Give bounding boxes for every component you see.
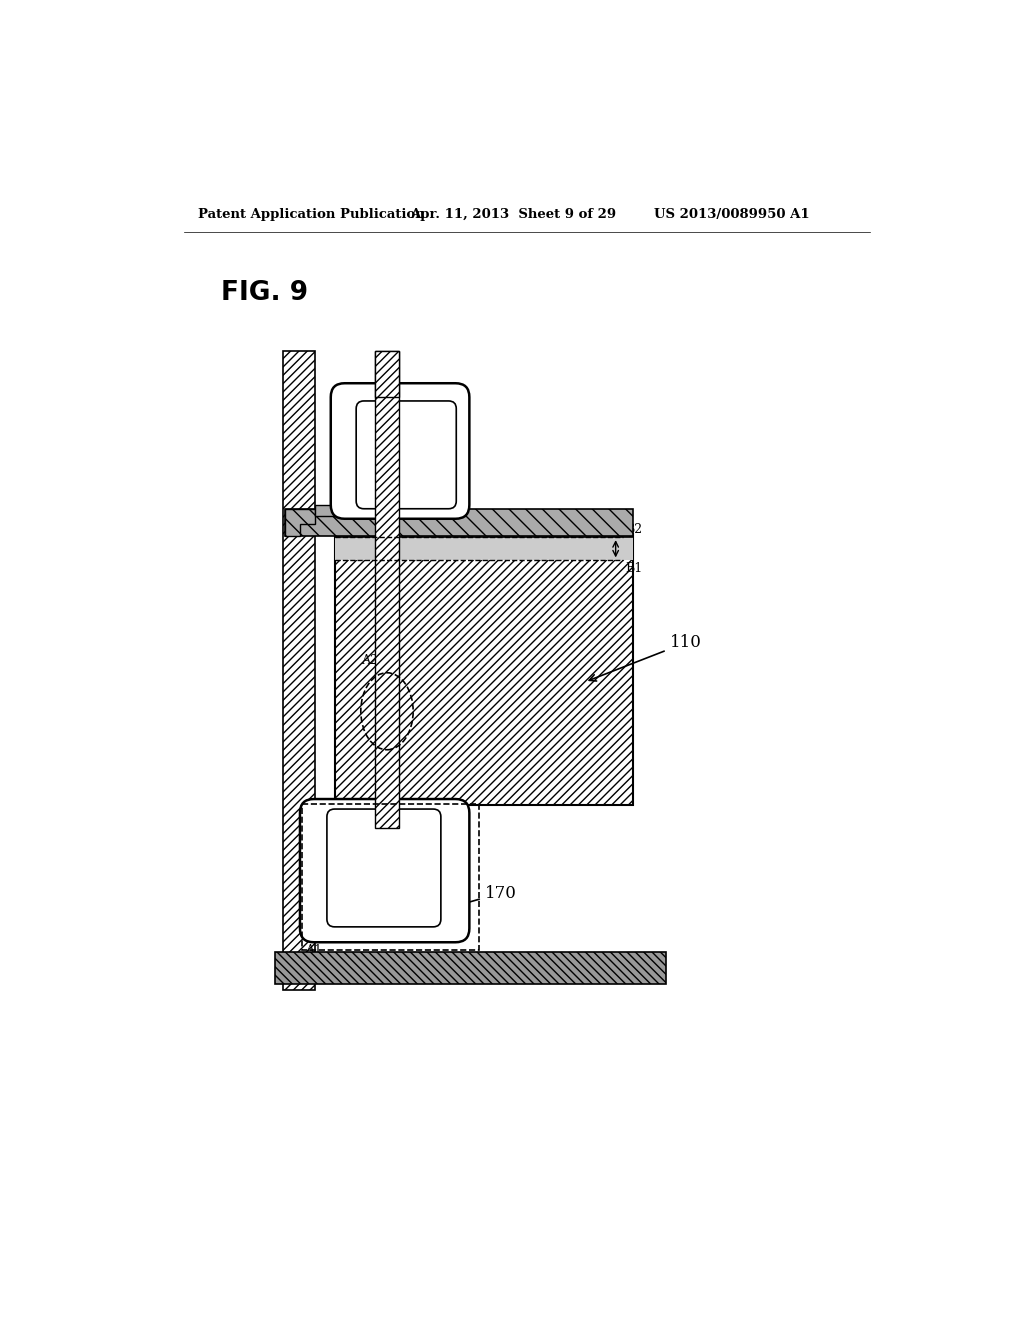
Bar — [335, 535, 633, 805]
FancyBboxPatch shape — [356, 401, 457, 508]
Bar — [330, 816, 345, 921]
Bar — [337, 397, 360, 506]
Text: Patent Application Publication: Patent Application Publication — [199, 209, 425, 222]
Bar — [358, 407, 376, 503]
Text: 110: 110 — [589, 635, 701, 681]
FancyBboxPatch shape — [331, 383, 469, 519]
Bar — [423, 816, 438, 921]
Bar — [376, 351, 398, 397]
Bar — [285, 508, 633, 536]
Text: 170: 170 — [435, 884, 517, 913]
Text: US 2013/0089950 A1: US 2013/0089950 A1 — [654, 209, 810, 222]
Text: B2: B2 — [625, 523, 642, 536]
Bar — [441, 813, 463, 928]
FancyBboxPatch shape — [327, 809, 441, 927]
FancyBboxPatch shape — [300, 799, 469, 942]
Bar — [275, 952, 666, 983]
Bar — [283, 351, 315, 990]
FancyBboxPatch shape — [315, 506, 342, 516]
Text: B1: B1 — [625, 562, 642, 576]
Bar — [376, 351, 398, 829]
Text: Apr. 11, 2013  Sheet 9 of 29: Apr. 11, 2013 Sheet 9 of 29 — [410, 209, 616, 222]
Text: A1: A1 — [304, 944, 322, 957]
Bar — [335, 537, 633, 561]
Polygon shape — [285, 508, 315, 536]
Text: A2: A2 — [360, 653, 378, 667]
Bar — [437, 407, 454, 503]
Bar — [306, 813, 328, 928]
Text: FIG. 9: FIG. 9 — [221, 280, 308, 306]
Bar — [440, 397, 463, 506]
